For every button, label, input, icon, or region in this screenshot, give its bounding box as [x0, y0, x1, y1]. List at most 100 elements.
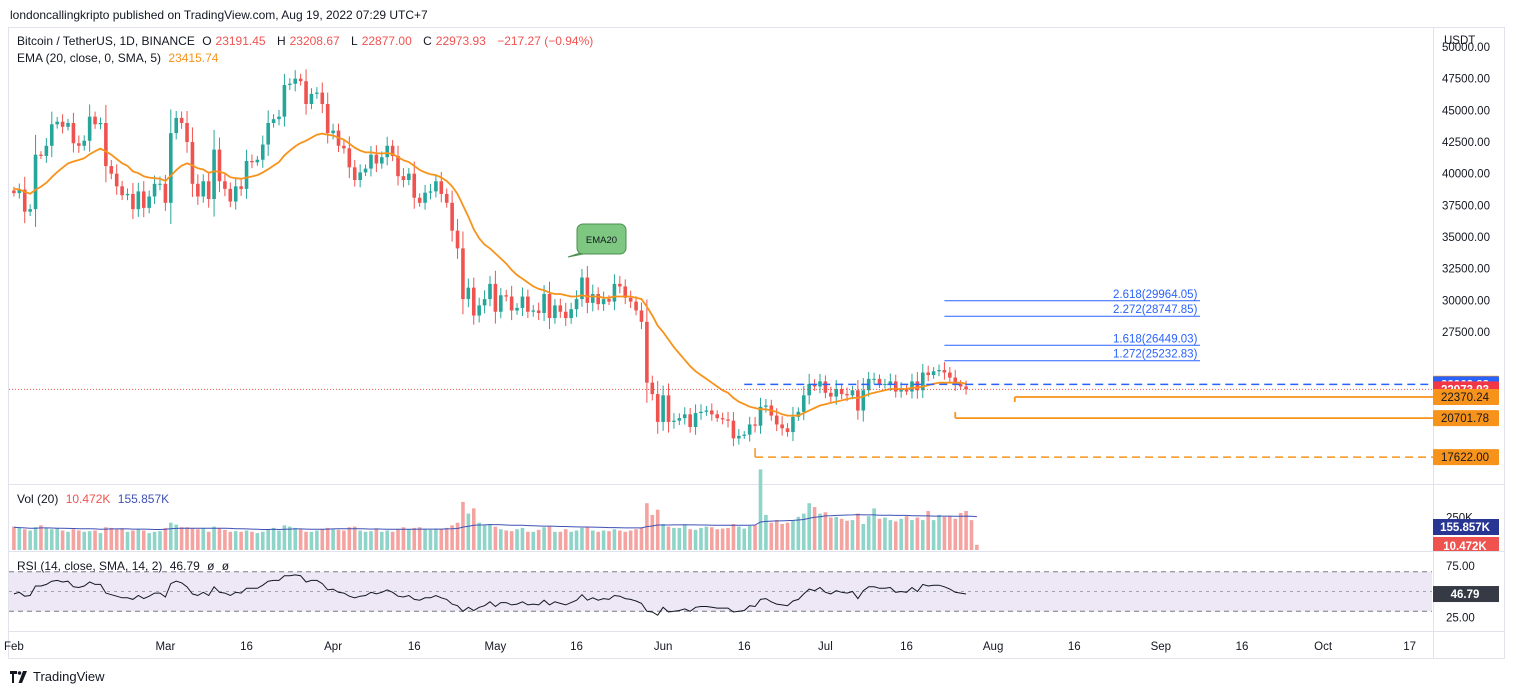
- volume-bar: [493, 526, 498, 550]
- volume-bar: [282, 525, 287, 550]
- candle-body: [645, 321, 649, 383]
- chart-frame[interactable]: [8, 27, 1505, 659]
- candle-body: [737, 435, 741, 439]
- volume-bar: [152, 531, 157, 550]
- volume-bar: [423, 529, 427, 550]
- vol-tag: [1433, 537, 1499, 551]
- fib-label: 2.618(29964.05): [1113, 289, 1198, 301]
- volume-ma-line: [13, 514, 977, 531]
- candle-body: [958, 383, 963, 387]
- volume-bar: [839, 518, 844, 550]
- candle-body: [233, 186, 238, 202]
- candle-body: [856, 390, 860, 411]
- volume-bar: [574, 530, 579, 550]
- candle-body: [390, 145, 395, 156]
- volume-bar: [915, 517, 920, 550]
- candle-body: [747, 424, 752, 435]
- candle-body: [114, 173, 119, 187]
- volume-bar: [677, 527, 682, 550]
- volume-bar: [731, 524, 736, 550]
- volume-bar: [417, 527, 422, 550]
- volume-bar: [298, 529, 303, 550]
- y-tick-label: 42500.00: [1442, 137, 1490, 149]
- volume-bar: [742, 528, 747, 550]
- candle-body: [558, 305, 563, 312]
- x-tick-label: 16: [738, 641, 751, 653]
- candle-body: [288, 83, 292, 85]
- candle-body: [872, 378, 876, 380]
- volume-bar: [688, 529, 692, 550]
- y-tick-label: 50000.00: [1442, 42, 1490, 54]
- volume-bar: [477, 522, 481, 550]
- volume-bar: [352, 526, 357, 550]
- candle-body: [163, 183, 168, 203]
- volume-bar: [185, 527, 189, 550]
- candle-body: [791, 416, 795, 433]
- volume-bar: [212, 526, 216, 550]
- volume-bar: [379, 531, 384, 550]
- candle-body: [899, 389, 903, 392]
- rsi-tag-label: 46.79: [1451, 589, 1480, 601]
- volume-bar: [233, 531, 238, 550]
- footer-brand[interactable]: TradingView: [10, 669, 105, 684]
- candle-body: [612, 283, 617, 302]
- candle-body: [385, 145, 389, 158]
- volume-bar: [931, 520, 936, 550]
- candle-body: [920, 372, 925, 391]
- volume-bar: [899, 518, 903, 550]
- candle-body: [49, 124, 54, 146]
- volume-bar: [774, 520, 779, 550]
- candle-body: [818, 381, 822, 387]
- volume-bar: [412, 527, 417, 550]
- candle-body: [845, 394, 849, 396]
- candle-body: [499, 295, 503, 312]
- candle-body: [596, 294, 600, 305]
- candle-body: [796, 411, 801, 417]
- candle-body: [704, 410, 709, 412]
- x-tick-label: 16: [240, 641, 253, 653]
- x-tick-label: 17: [1403, 641, 1416, 653]
- y-tick-label: 40000.00: [1442, 169, 1490, 181]
- volume-bar: [590, 530, 595, 550]
- candle-body: [77, 143, 81, 146]
- candle-body: [677, 418, 682, 421]
- candle-body: [342, 145, 346, 149]
- rsi-label[interactable]: RSI (14, close, SMA, 14, 2): [17, 559, 163, 573]
- candle-body: [331, 130, 335, 134]
- symbol-label[interactable]: Bitcoin / TetherUS, 1D, BINANCE: [17, 34, 195, 48]
- price-tag-dashed-orange: [1433, 449, 1499, 466]
- volume-bar: [948, 516, 952, 550]
- candle-body: [834, 389, 839, 397]
- candle-body: [661, 395, 665, 422]
- y-tick-label: 37500.00: [1442, 200, 1490, 212]
- volume-bar: [174, 524, 179, 550]
- ema-label[interactable]: EMA (20, close, 0, SMA, 5): [17, 51, 162, 65]
- candle-body: [742, 434, 747, 436]
- candle-body: [174, 117, 179, 134]
- volume-bar: [401, 527, 406, 550]
- volume-bar: [131, 530, 135, 550]
- candle-body: [39, 154, 43, 156]
- x-tick-label: Apr: [324, 641, 342, 653]
- volume-bar: [206, 531, 211, 550]
- candle-body: [753, 424, 757, 426]
- candle-body: [699, 411, 703, 414]
- candle-body: [434, 181, 438, 192]
- candle-body: [277, 116, 281, 120]
- volume-bar: [239, 531, 243, 550]
- volume-bar: [655, 509, 660, 550]
- volume-bar: [964, 511, 968, 550]
- candle-body: [255, 159, 260, 163]
- rsi-tick-label: 75.00: [1446, 561, 1475, 573]
- vol-label[interactable]: Vol (20): [17, 492, 59, 506]
- candle-body: [850, 390, 855, 396]
- candle-body: [526, 296, 530, 312]
- volume-bar: [250, 531, 254, 550]
- y-tick-label: 35000.00: [1442, 232, 1490, 244]
- volume-bar: [482, 525, 487, 550]
- x-tick-label: May: [485, 641, 507, 653]
- rsi-extra-1: ø: [207, 559, 215, 573]
- volume-bar: [769, 522, 774, 550]
- low-value: L 22877.00: [351, 34, 412, 48]
